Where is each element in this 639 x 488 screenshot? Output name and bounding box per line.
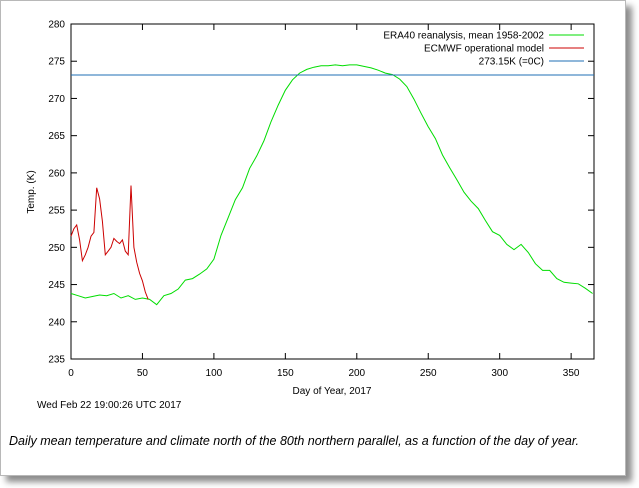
y-tick-label: 245 xyxy=(48,280,65,291)
x-tick-label: 150 xyxy=(277,368,294,379)
y-tick-label: 240 xyxy=(48,317,65,328)
series-line-1 xyxy=(70,185,149,300)
y-tick-label: 270 xyxy=(48,94,65,105)
series-line-0 xyxy=(70,64,593,306)
y-axis: 235 240 245 250 255 260 265 270 275 280 xyxy=(48,20,594,366)
y-tick-label: 275 xyxy=(48,57,65,68)
legend-label: ECMWF operational model xyxy=(424,44,544,55)
y-tick-label: 260 xyxy=(48,168,65,179)
x-tick-label: 200 xyxy=(348,368,365,379)
figure-frame: 0 50 100 150 200 250 300 350 235 240 245 250 255 260… xyxy=(0,0,626,476)
y-tick-label: 280 xyxy=(48,20,65,31)
legend-label: 273.15K (=0C) xyxy=(479,57,544,68)
x-tick-label: 350 xyxy=(563,368,580,379)
temperature-chart: 0 50 100 150 200 250 300 350 235 240 245 250 255 260… xyxy=(26,20,595,397)
series-lines xyxy=(70,64,594,306)
figure-caption: Daily mean temperature and climate north… xyxy=(9,434,580,448)
legend: ERA40 reanalysis, mean 1958-2002 ECMWF op… xyxy=(383,31,584,68)
plot-area xyxy=(70,23,595,360)
y-tick-label: 255 xyxy=(48,206,65,217)
x-tick-label: 0 xyxy=(68,368,74,379)
y-tick-label: 235 xyxy=(48,355,65,366)
x-axis: 0 50 100 150 200 250 300 350 xyxy=(68,24,580,379)
legend-label: ERA40 reanalysis, mean 1958-2002 xyxy=(383,31,544,42)
x-tick-label: 50 xyxy=(137,368,149,379)
x-tick-label: 250 xyxy=(420,368,437,379)
timestamp: Wed Feb 22 19:00:26 UTC 2017 xyxy=(37,400,182,411)
x-tick-label: 100 xyxy=(206,368,223,379)
x-axis-label: Day of Year, 2017 xyxy=(293,386,372,397)
y-tick-label: 265 xyxy=(48,131,65,142)
x-tick-label: 300 xyxy=(491,368,508,379)
y-axis-label: Temp. (K) xyxy=(26,170,37,213)
y-tick-label: 250 xyxy=(48,243,65,254)
